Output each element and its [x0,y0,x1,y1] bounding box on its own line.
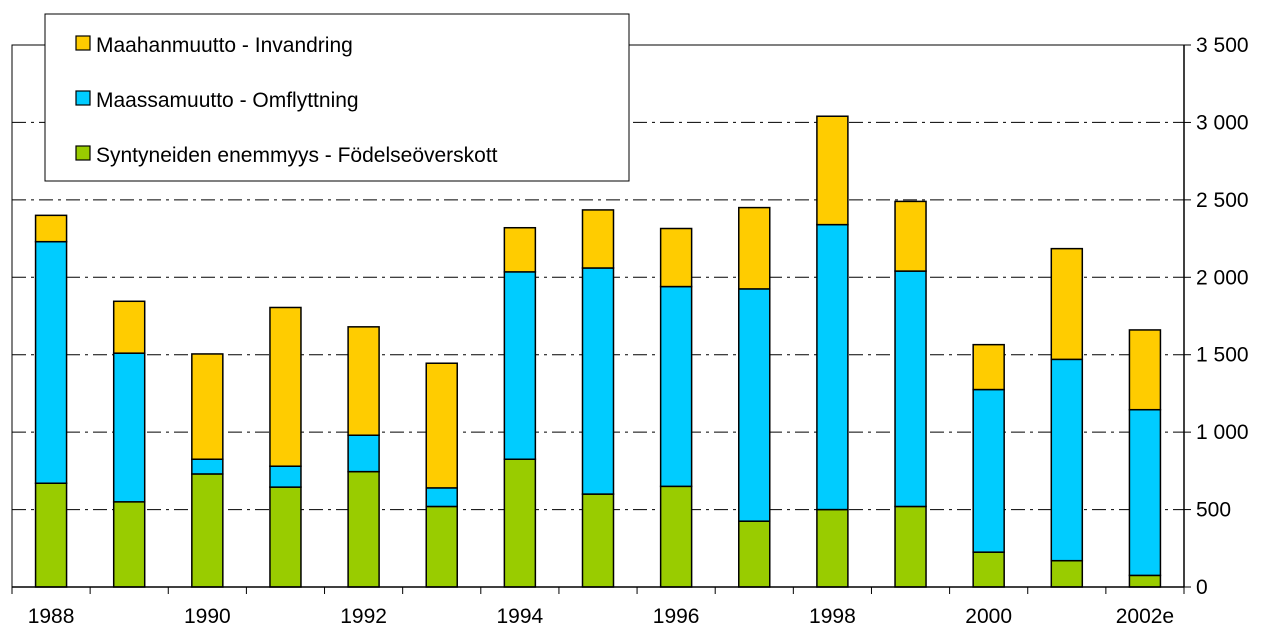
bar-2000-syntyneiden [972,551,1005,588]
bar-1996-maahanmuutto [659,227,693,288]
bar-1995-maassamuutto [581,267,615,495]
y-tick-label: 500 [1196,499,1231,522]
bar-1998-maassamuutto [816,223,849,511]
bar-1997-syntyneiden [738,520,771,588]
x-tick-label: 1992 [340,605,387,628]
bar-1996-syntyneiden [659,485,693,588]
legend-box [44,13,630,182]
bar-1994-maassamuutto [503,271,537,460]
axes: 0 500 1 000 1 500 2 000 2 500 3 000 3 500 1988 19… [11,34,1249,628]
bar-1991-maahanmuutto [269,306,302,467]
bar-1998-maahanmuutto [816,115,849,226]
y-tick-label: 2 000 [1196,266,1249,289]
bar-1993-maahanmuutto [425,362,458,489]
bar-2001-syntyneiden [1050,559,1084,588]
bar-2001-maassamuutto [1050,358,1084,562]
bar-1999-maassamuutto [894,270,927,508]
bar-2002e-syntyneiden [1128,574,1162,588]
x-tick-label: 2002e [1116,605,1174,628]
bar-1998-syntyneiden [816,508,849,588]
bar-1995-syntyneiden [581,493,615,588]
y-tick-label: 0 [1196,576,1208,599]
legend-swatch-syntyneiden [75,145,91,161]
bar-1997-maassamuutto [738,288,771,522]
bar-1988-maahanmuutto [34,214,68,243]
bars [34,115,1162,588]
bar-1999-maahanmuutto [894,200,927,272]
legend-label-syntyneiden: Syntyneiden enemmyys - Födelseöverskott [96,144,498,167]
y-tick-label: 1 500 [1196,344,1249,367]
y-tick-label: 2 500 [1196,189,1249,212]
bar-1990-maahanmuutto [191,353,224,460]
x-tick-label: 1990 [184,605,231,628]
y-tick-label: 1 000 [1196,421,1249,444]
bar-2002e-maassamuutto [1128,408,1162,577]
bar-2000-maahanmuutto [972,343,1005,391]
x-tick-label: 1998 [809,605,856,628]
bar-1994-maahanmuutto [503,226,537,273]
legend-label-maahanmuutto: Maahanmuutto - Invandring [96,34,353,57]
bar-1992-syntyneiden [347,470,380,588]
bar-2000-maassamuutto [972,388,1005,553]
bar-1992-maassamuutto [347,434,380,473]
bar-2001-maahanmuutto [1050,247,1084,361]
bar-2002e-maahanmuutto [1128,329,1162,411]
bar-1999-syntyneiden [894,505,927,588]
bar-1997-maahanmuutto [738,206,771,290]
x-tick-label: 2000 [965,605,1012,628]
bar-1988-maassamuutto [34,240,68,484]
bar-1995-maahanmuutto [581,209,615,269]
y-tick-label: 3 500 [1196,34,1249,57]
legend-label-maassamuutto: Maassamuutto - Omflyttning [96,89,359,112]
legend: Maahanmuutto - Invandring Maassamuutto - … [44,13,630,182]
bar-1991-syntyneiden [269,486,302,588]
bar-1990-maassamuutto [191,458,224,475]
bar-1988-syntyneiden [34,482,68,588]
bar-1992-maahanmuutto [347,326,380,436]
y-tick-label: 3 000 [1196,111,1249,134]
legend-swatch-maassamuutto [75,90,91,106]
bar-1991-maassamuutto [269,465,302,488]
bar-1993-syntyneiden [425,505,458,588]
bar-1994-syntyneiden [503,458,537,588]
x-tick-label: 1994 [497,605,544,628]
bar-1989-maahanmuutto [112,300,146,354]
bar-1989-maassamuutto [112,352,146,503]
legend-swatch-maahanmuutto [75,35,91,51]
bar-1993-maassamuutto [425,487,458,508]
bar-1989-syntyneiden [112,501,146,588]
x-tick-label: 1996 [653,605,700,628]
bar-1990-syntyneiden [191,473,224,588]
bar-1996-maassamuutto [659,285,693,488]
x-tick-label: 1988 [28,605,75,628]
